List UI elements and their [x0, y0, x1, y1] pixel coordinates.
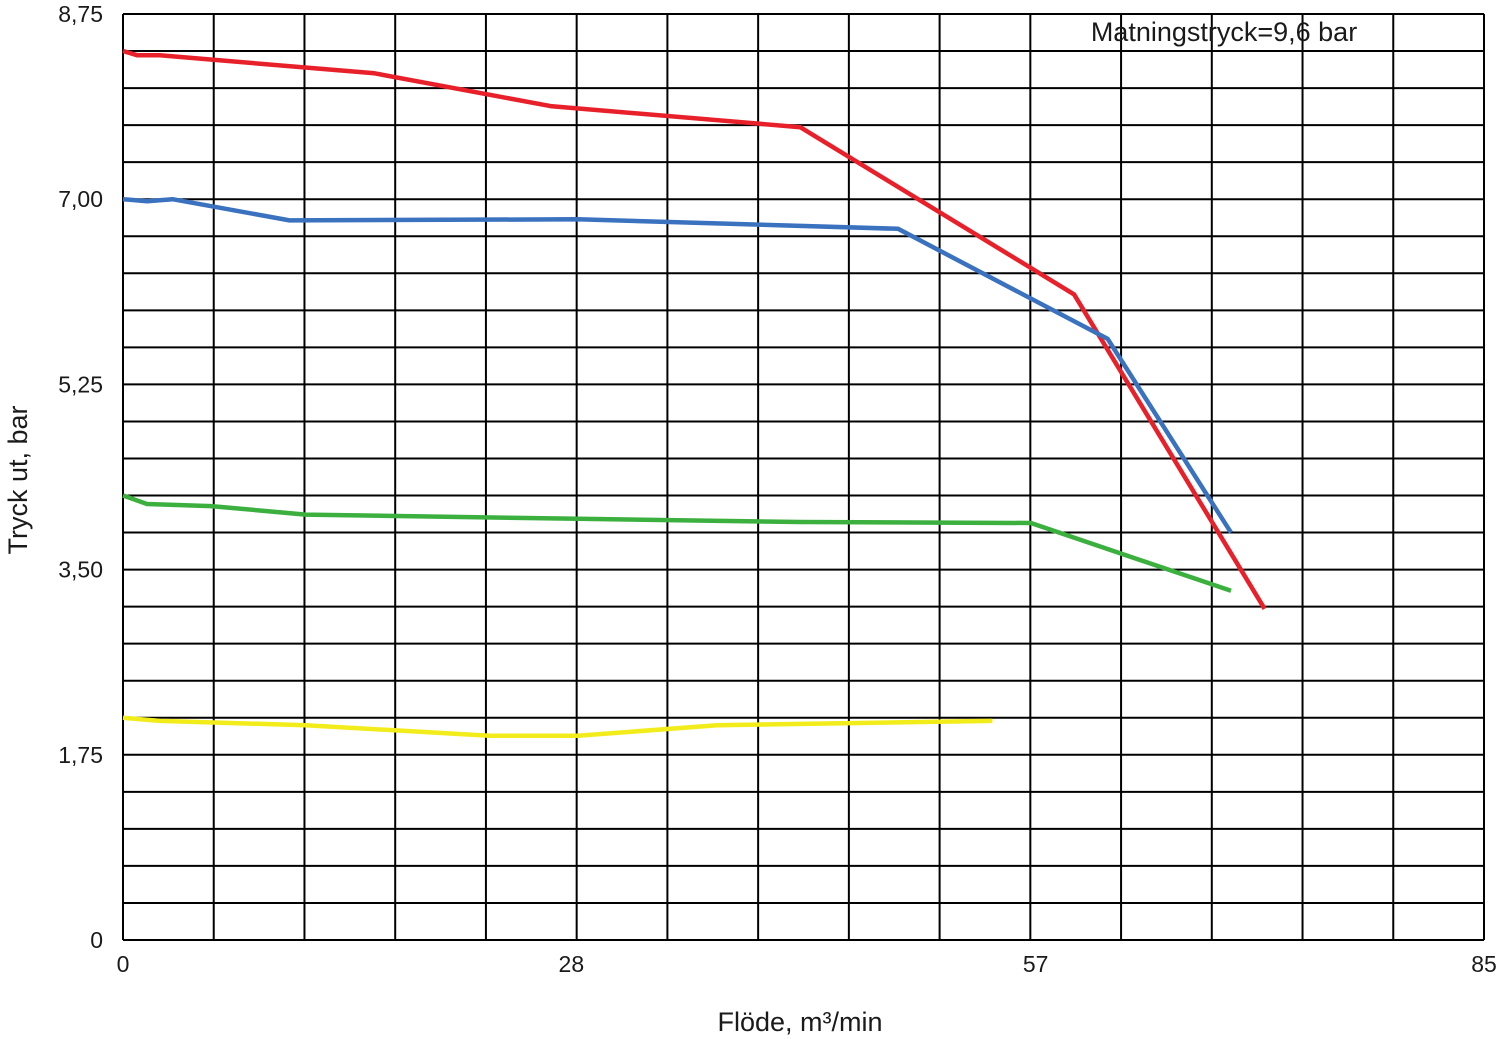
x-tick-label: 28	[559, 951, 585, 977]
x-tick-label: 57	[1023, 951, 1049, 977]
series-line-2	[122, 196, 1233, 534]
series-layer	[122, 48, 1267, 739]
y-axis-ticks: 0 1,75 3,50 5,25 7,00 8,75	[58, 1, 103, 953]
y-tick-label: 5,25	[58, 371, 103, 397]
x-tick-label: 0	[117, 951, 130, 977]
series-line-1	[122, 48, 1267, 610]
series-line-3	[122, 493, 1232, 593]
chart-grid	[122, 13, 1485, 941]
x-axis-ticks: 0 28 57 85	[117, 951, 1497, 977]
y-tick-label: 0	[90, 927, 103, 953]
y-tick-label: 1,75	[58, 742, 103, 768]
y-tick-label: 3,50	[58, 557, 103, 583]
series-line-4	[122, 715, 993, 739]
feed-pressure-annotation: Matningstryck=9,6 bar	[1091, 17, 1357, 47]
y-tick-label: 8,75	[58, 1, 103, 27]
x-axis-label: Flöde, m³/min	[717, 1007, 882, 1037]
y-tick-label: 7,00	[58, 186, 103, 212]
y-axis-label: Tryck ut, bar	[3, 405, 33, 554]
x-tick-label: 85	[1471, 951, 1497, 977]
